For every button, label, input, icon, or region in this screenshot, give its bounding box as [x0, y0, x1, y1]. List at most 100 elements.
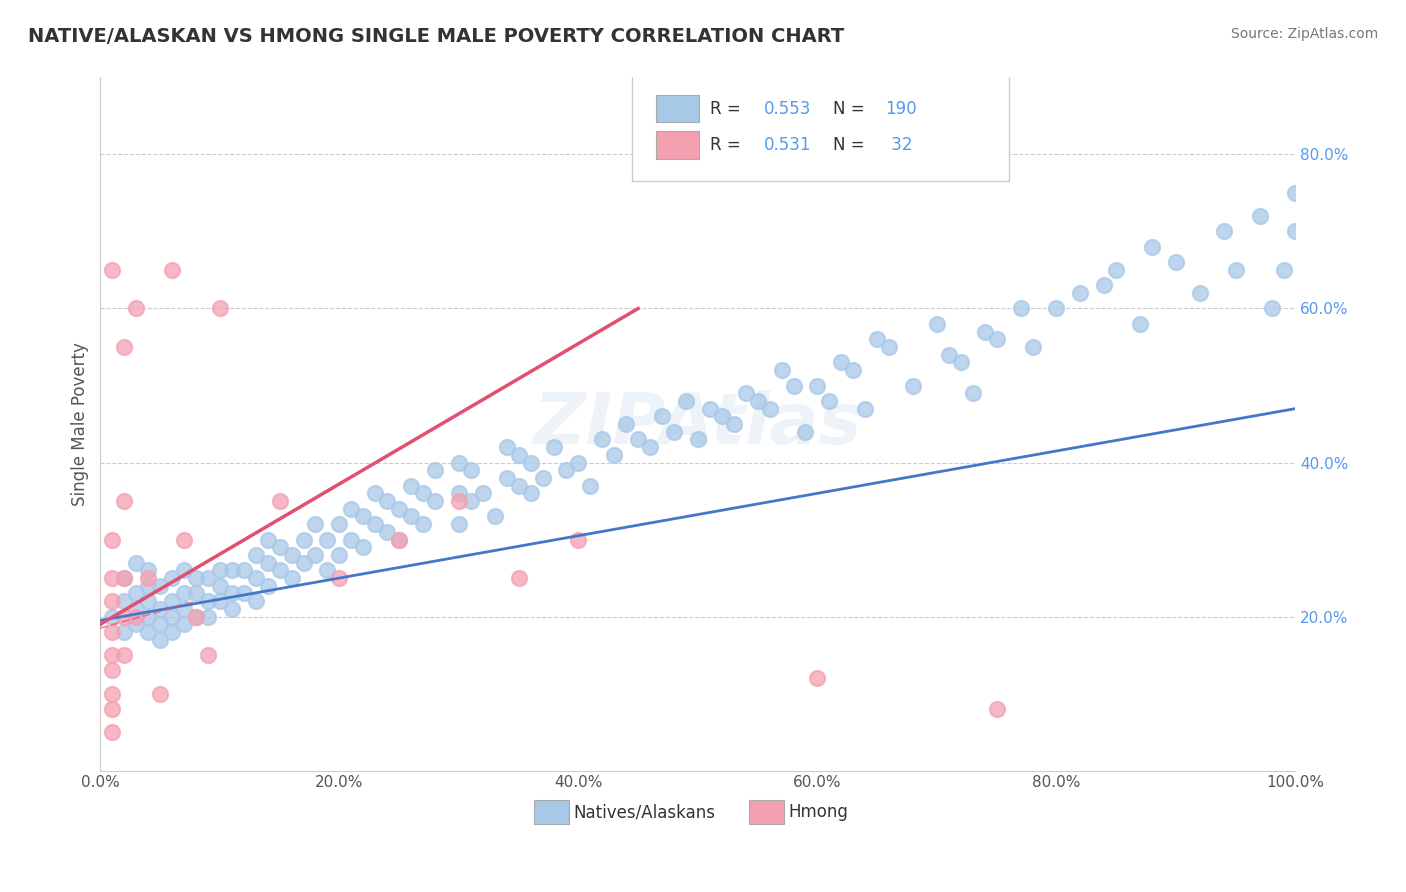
Point: [280, 571, 302, 585]
Point: [638, 440, 661, 454]
Point: [447, 517, 470, 532]
Point: [412, 517, 434, 532]
Point: [853, 401, 876, 416]
Point: [208, 301, 231, 316]
Point: [316, 533, 339, 547]
Text: N =: N =: [832, 100, 870, 118]
Text: R =: R =: [710, 136, 745, 153]
Point: [818, 393, 841, 408]
Point: [136, 571, 159, 585]
Point: [208, 579, 231, 593]
Point: [567, 456, 589, 470]
Point: [221, 563, 243, 577]
Text: N =: N =: [832, 136, 870, 153]
Point: [184, 586, 207, 600]
Point: [543, 440, 565, 454]
Text: 0.531: 0.531: [763, 136, 811, 153]
Point: [806, 671, 828, 685]
Point: [1021, 340, 1043, 354]
Point: [149, 579, 172, 593]
Point: [101, 609, 124, 624]
Point: [328, 571, 350, 585]
Point: [699, 401, 721, 416]
Point: [1284, 186, 1306, 200]
FancyBboxPatch shape: [633, 74, 1008, 181]
Point: [519, 486, 541, 500]
Point: [160, 571, 183, 585]
Point: [101, 702, 124, 716]
Text: 0.553: 0.553: [763, 100, 811, 118]
Point: [1092, 278, 1115, 293]
Point: [269, 541, 291, 555]
Point: [949, 355, 972, 369]
Point: [208, 563, 231, 577]
Point: [1069, 286, 1091, 301]
Point: [747, 393, 769, 408]
Point: [925, 317, 948, 331]
Point: [591, 433, 613, 447]
Point: [1105, 263, 1128, 277]
Point: [232, 586, 254, 600]
Point: [101, 725, 124, 739]
Point: [112, 594, 135, 608]
Point: [1249, 209, 1271, 223]
Point: [460, 463, 482, 477]
Point: [292, 533, 315, 547]
Point: [112, 571, 135, 585]
Point: [447, 456, 470, 470]
Point: [352, 541, 374, 555]
Point: [340, 533, 363, 547]
Point: [495, 440, 517, 454]
Point: [603, 448, 626, 462]
Point: [1164, 255, 1187, 269]
Point: [280, 548, 302, 562]
Point: [160, 263, 183, 277]
Point: [173, 563, 195, 577]
Point: [1129, 317, 1152, 331]
Text: NATIVE/ALASKAN VS HMONG SINGLE MALE POVERTY CORRELATION CHART: NATIVE/ALASKAN VS HMONG SINGLE MALE POVE…: [28, 27, 845, 45]
FancyBboxPatch shape: [657, 131, 699, 159]
Point: [794, 425, 817, 439]
Point: [269, 494, 291, 508]
Point: [184, 571, 207, 585]
Point: [160, 594, 183, 608]
Point: [508, 478, 530, 492]
Point: [412, 486, 434, 500]
Point: [245, 594, 267, 608]
Point: [328, 517, 350, 532]
Point: [136, 563, 159, 577]
Point: [986, 702, 1008, 716]
Point: [686, 433, 709, 447]
Point: [112, 494, 135, 508]
Point: [627, 433, 650, 447]
Point: [101, 624, 124, 639]
Point: [364, 486, 387, 500]
Point: [508, 571, 530, 585]
Point: [662, 425, 685, 439]
FancyBboxPatch shape: [657, 95, 699, 122]
Point: [112, 609, 135, 624]
Text: Source: ZipAtlas.com: Source: ZipAtlas.com: [1230, 27, 1378, 41]
Text: R =: R =: [710, 100, 745, 118]
Point: [197, 571, 219, 585]
Point: [734, 386, 756, 401]
Text: 32: 32: [886, 136, 912, 153]
Point: [173, 602, 195, 616]
Point: [112, 648, 135, 662]
Point: [723, 417, 745, 431]
Point: [340, 501, 363, 516]
Point: [770, 363, 793, 377]
Y-axis label: Single Male Poverty: Single Male Poverty: [72, 342, 89, 506]
Point: [423, 463, 446, 477]
Point: [495, 471, 517, 485]
Point: [101, 533, 124, 547]
Point: [328, 548, 350, 562]
Point: [1225, 263, 1247, 277]
Point: [173, 617, 195, 632]
Point: [447, 486, 470, 500]
Point: [758, 401, 780, 416]
Point: [125, 602, 148, 616]
Point: [256, 579, 278, 593]
Point: [364, 517, 387, 532]
Point: [245, 548, 267, 562]
